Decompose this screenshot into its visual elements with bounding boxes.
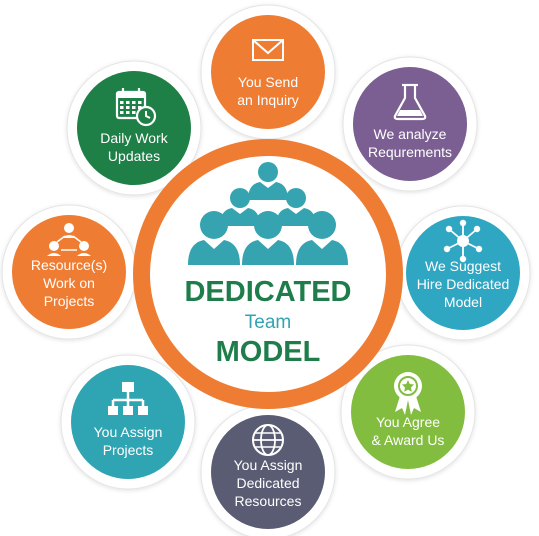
step-disc-daily-updates [77,71,191,185]
step-label-analyze-line-1: We analyze [374,126,447,142]
step-node-send-inquiry: You Send an Inquiry [211,15,325,129]
step-node-analyze: We analyze Requrements [353,67,467,181]
envelope-icon [252,39,284,61]
step-label-suggest-line-2: Hire Dedicated [417,276,510,292]
flask-icon [393,83,427,121]
step-label-agree-line-1: You Agree [376,414,440,430]
step-label-work-on-projects-line-1: Resource(s) [31,257,107,273]
step-label-send-inquiry-line-1: You Send [238,74,298,90]
step-label-assign-resources-line-2: Dedicated [236,475,299,491]
step-label-assign-projects-line-2: Projects [103,442,154,458]
center-title-model: MODEL [216,336,321,368]
step-node-suggest: We Suggest Hire Dedicated Model [406,216,520,330]
step-node-work-on-projects: Resource(s) Work on Projects [12,215,126,329]
step-label-send-inquiry-line-2: an Inquiry [237,92,298,108]
team-people-icon [188,162,348,265]
step-label-assign-resources-line-3: Resources [235,493,302,509]
step-disc-analyze [353,67,467,181]
step-node-agree: You Agree & Award Us [351,355,465,469]
step-label-suggest-line-1: We Suggest [425,258,501,274]
award-ribbon-icon [394,372,422,415]
center-title-team: Team [245,312,291,333]
globe-icon [252,424,284,456]
step-label-agree-line-2: & Award Us [372,432,445,448]
step-label-work-on-projects-line-2: Work on [43,275,95,291]
step-label-work-on-projects-line-3: Projects [44,293,95,309]
step-node-assign-projects: You Assign Projects [71,365,185,479]
step-label-daily-updates-line-1: Daily Work [100,130,168,146]
hierarchy-icon [108,382,148,415]
step-label-suggest-line-3: Model [444,294,482,310]
center-title-dedicated: DEDICATED [184,276,351,308]
network-icon [443,219,483,263]
step-label-analyze-line-2: Requrements [368,144,452,160]
step-label-assign-resources-line-1: You Assign [234,457,303,473]
step-disc-suggest [406,216,520,330]
center-hub: DEDICATED Team MODEL [133,139,403,409]
step-disc-assign-projects [71,365,185,479]
step-disc-work-on-projects [12,215,126,329]
step-node-assign-resources: You Assign Dedicated Resources [211,415,325,529]
step-disc-send-inquiry [211,15,325,129]
calendar-clock-icon [115,88,157,127]
step-disc-assign-resources [211,415,325,529]
step-disc-agree [351,355,465,469]
step-node-daily-updates: Daily Work Updates [77,71,191,185]
team-connect-icon [47,223,91,256]
step-label-assign-projects-line-1: You Assign [94,424,163,440]
step-label-daily-updates-line-2: Updates [108,148,160,164]
